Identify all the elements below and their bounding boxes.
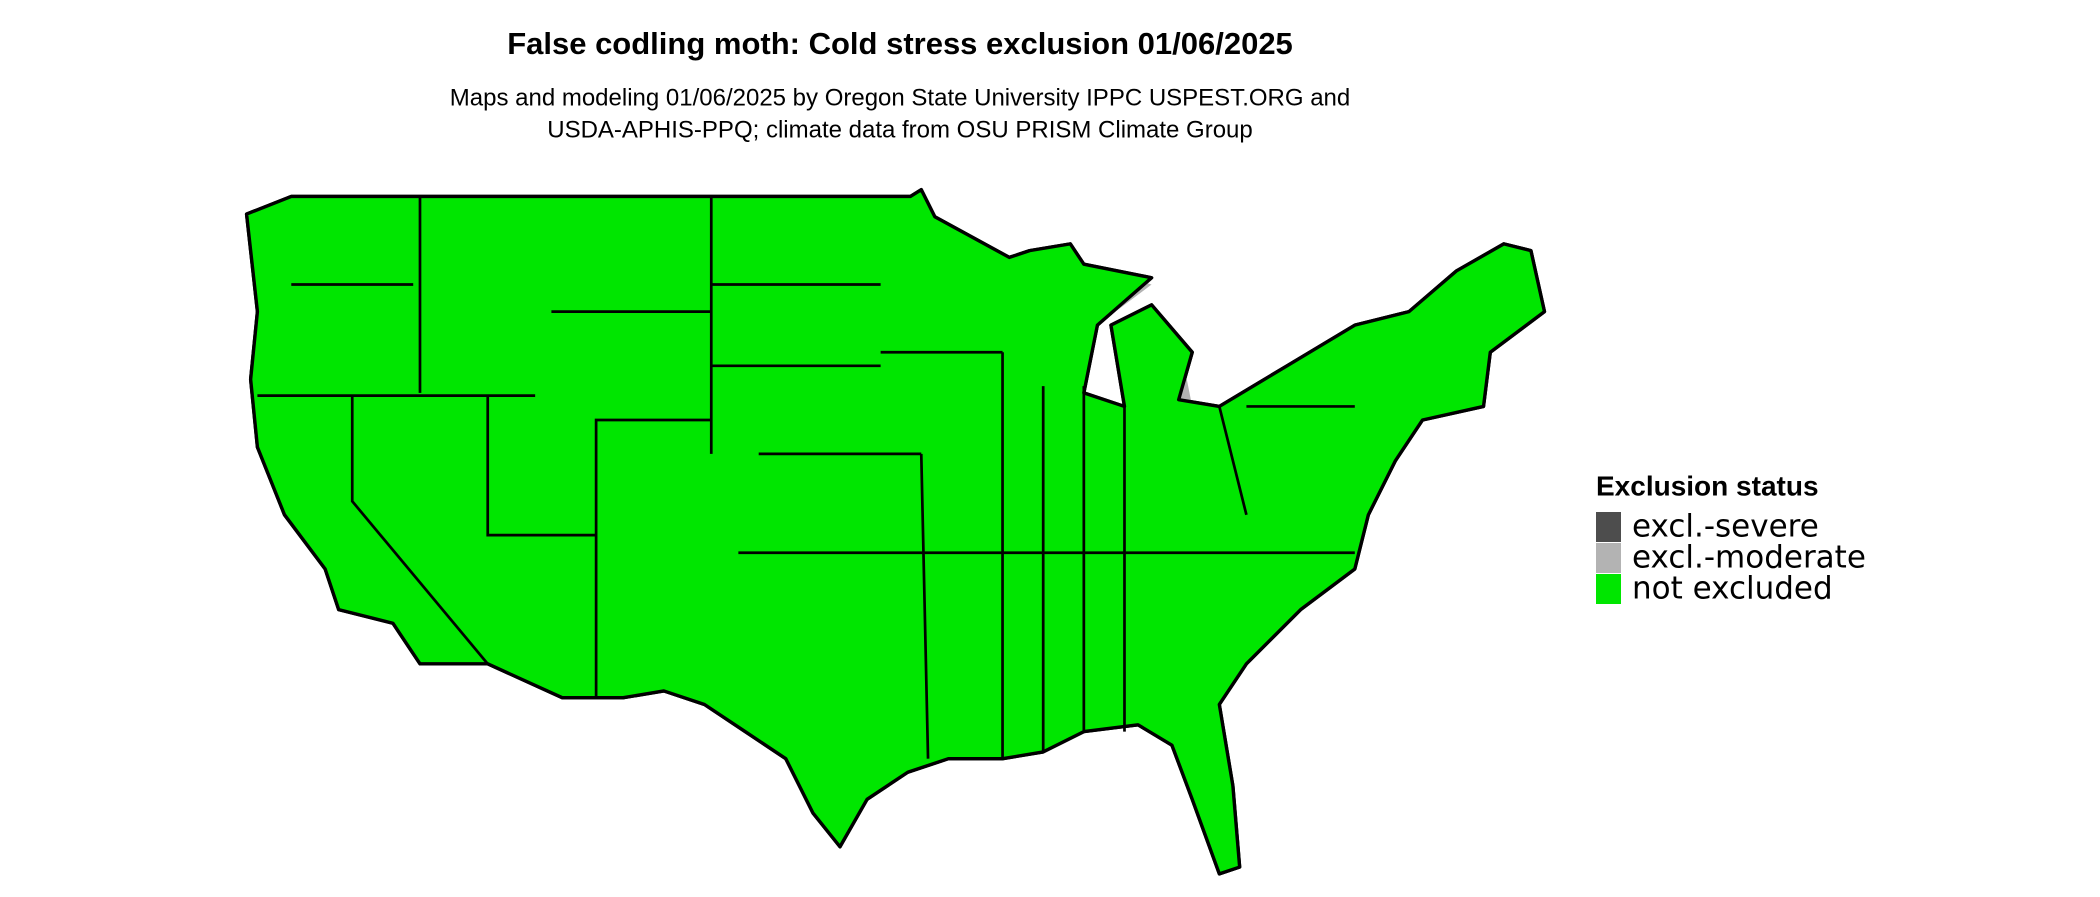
legend-label: excl.-severe — [1632, 509, 1819, 545]
us-outline — [244, 187, 1547, 876]
state-borders — [257, 196, 1355, 759]
legend-swatch — [1596, 543, 1621, 573]
legend-label: excl.-moderate — [1632, 540, 1866, 576]
legend-label: not excluded — [1632, 571, 1833, 607]
legend-swatch — [1596, 512, 1621, 542]
subtitle: USDA-APHIS-PPQ; climate data from OSU PR… — [547, 116, 1253, 143]
legend: Exclusion status excl.-severeexcl.-moder… — [1596, 470, 1866, 607]
legend-swatch — [1596, 574, 1621, 604]
title: False codling moth: Cold stress exclusio… — [507, 26, 1293, 61]
map — [244, 187, 1547, 876]
legend-title: Exclusion status — [1596, 470, 1819, 501]
subtitle: Maps and modeling 01/06/2025 by Oregon S… — [450, 84, 1350, 111]
